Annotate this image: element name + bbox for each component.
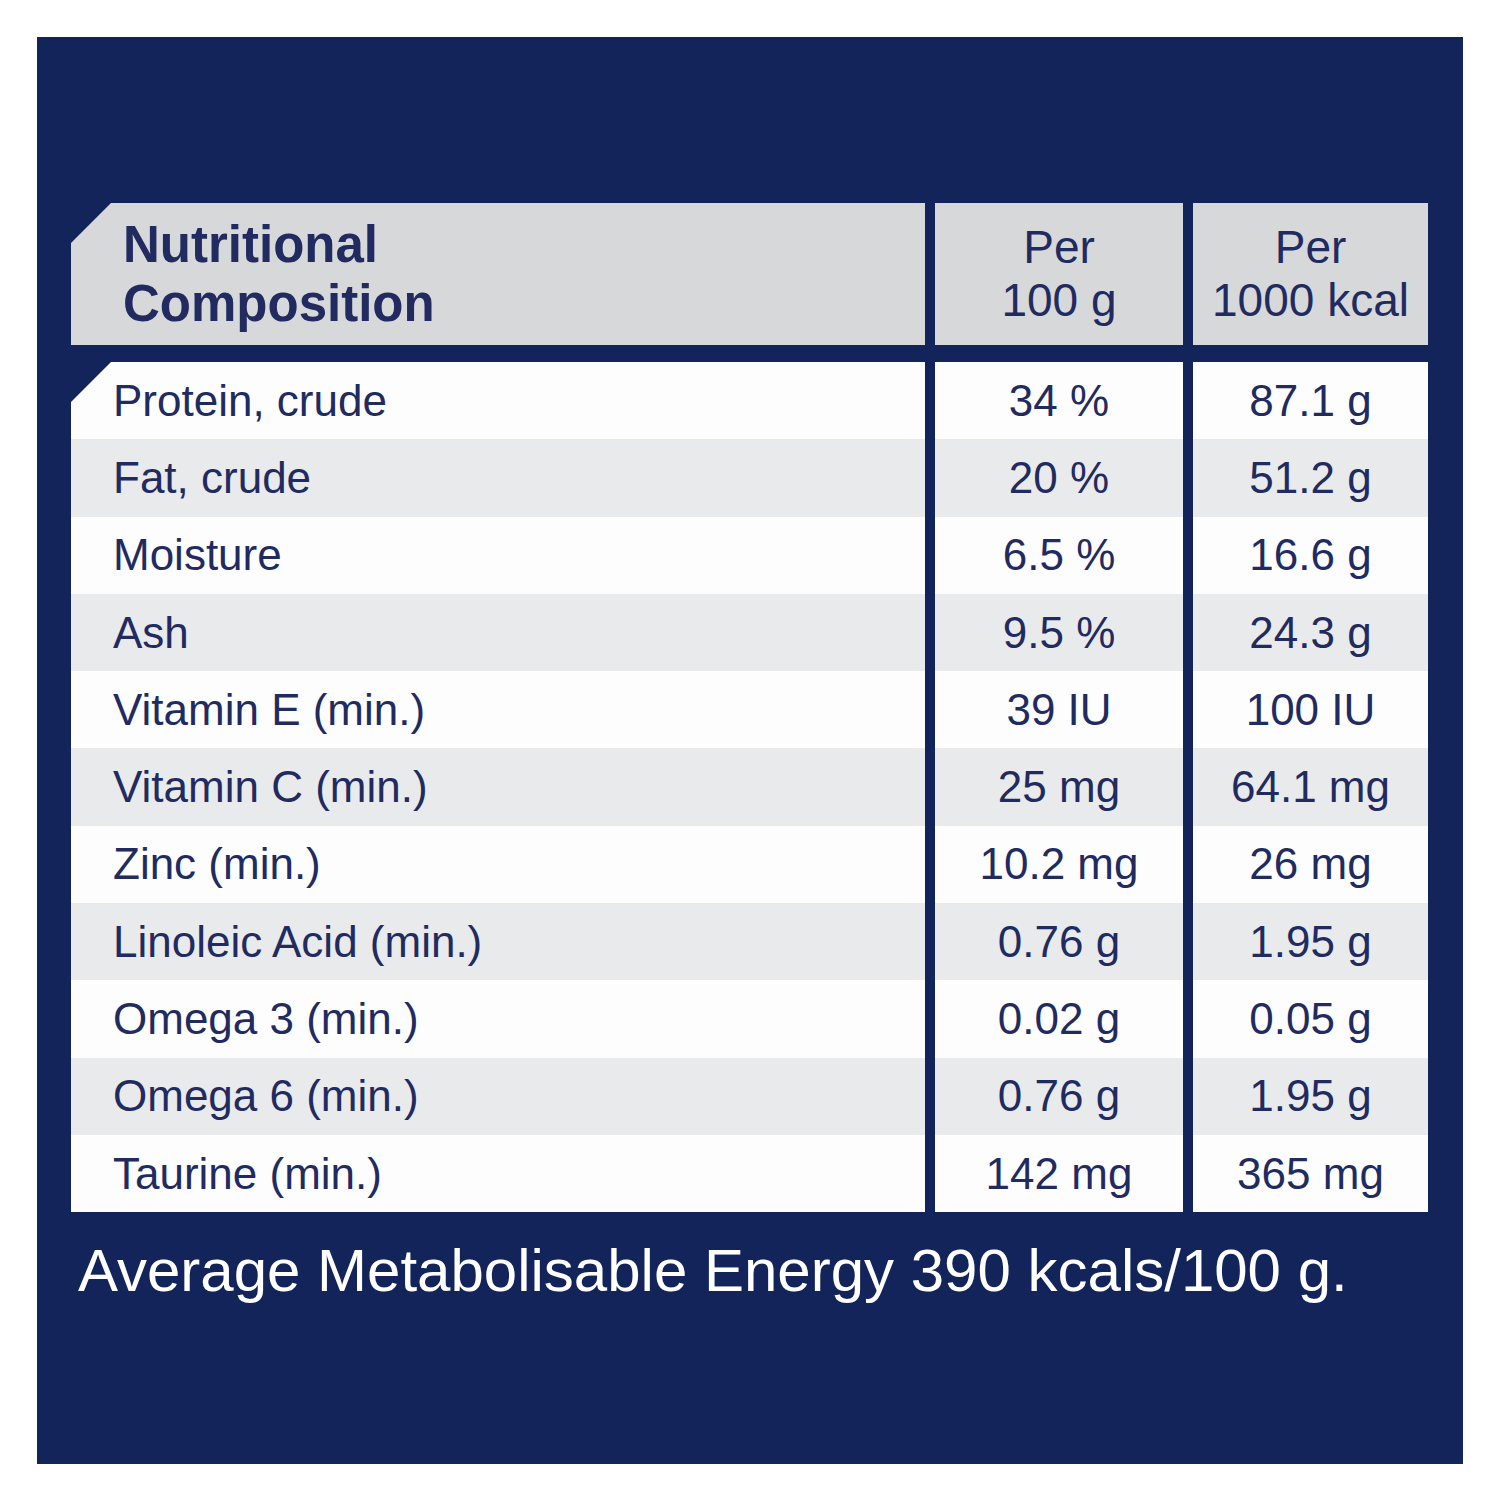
per-100g-value: 0.76 g: [935, 903, 1183, 980]
table-header: Nutritional Composition Per 100 g Per 10…: [71, 203, 1428, 345]
nutrient-label: Vitamin E (min.): [71, 671, 925, 748]
per-100g-value: 34 %: [935, 362, 1183, 439]
column-divider: [1183, 1058, 1193, 1135]
table-row: Moisture 6.5 % 16.6 g: [71, 517, 1428, 594]
table-row: Linoleic Acid (min.) 0.76 g 1.95 g: [71, 903, 1428, 980]
table-row: Vitamin E (min.) 39 IU 100 IU: [71, 671, 1428, 748]
per-1000kcal-value: 100 IU: [1193, 671, 1428, 748]
header-per-1000kcal: Per 1000 kcal: [1193, 203, 1428, 345]
nutrition-label-panel: Nutritional Composition Per 100 g Per 10…: [37, 37, 1463, 1464]
per-1000kcal-value: 87.1 g: [1193, 362, 1428, 439]
table-row: Vitamin C (min.) 25 mg 64.1 mg: [71, 748, 1428, 825]
column-divider: [1183, 439, 1193, 516]
per-1000kcal-value: 365 mg: [1193, 1135, 1428, 1212]
header-per-1000kcal-line2: 1000 kcal: [1193, 274, 1428, 327]
nutrient-label: Zinc (min.): [71, 826, 925, 903]
table-body: Protein, crude 34 % 87.1 g Fat, crude 20…: [71, 362, 1428, 1212]
table-row: Zinc (min.) 10.2 mg 26 mg: [71, 826, 1428, 903]
column-divider: [925, 203, 935, 345]
column-divider: [925, 1135, 935, 1212]
nutrient-label: Protein, crude: [71, 362, 925, 439]
nutrient-label: Moisture: [71, 517, 925, 594]
nutrient-label: Fat, crude: [71, 439, 925, 516]
column-divider: [1183, 362, 1193, 439]
column-divider: [925, 594, 935, 671]
table-row: Omega 6 (min.) 0.76 g 1.95 g: [71, 1058, 1428, 1135]
column-divider: [925, 1058, 935, 1135]
per-100g-value: 142 mg: [935, 1135, 1183, 1212]
header-per-100g-line2: 100 g: [935, 274, 1183, 327]
per-1000kcal-value: 1.95 g: [1193, 903, 1428, 980]
per-1000kcal-value: 64.1 mg: [1193, 748, 1428, 825]
table-row: Fat, crude 20 % 51.2 g: [71, 439, 1428, 516]
column-divider: [1183, 980, 1193, 1057]
nutrient-label: Omega 6 (min.): [71, 1058, 925, 1135]
nutritional-composition-table: Nutritional Composition Per 100 g Per 10…: [71, 203, 1428, 1212]
column-divider: [1183, 671, 1193, 748]
per-100g-value: 25 mg: [935, 748, 1183, 825]
column-divider: [925, 980, 935, 1057]
per-100g-value: 10.2 mg: [935, 826, 1183, 903]
per-100g-value: 9.5 %: [935, 594, 1183, 671]
column-divider: [1183, 826, 1193, 903]
per-1000kcal-value: 16.6 g: [1193, 517, 1428, 594]
table-row: Taurine (min.) 142 mg 365 mg: [71, 1135, 1428, 1212]
column-divider: [925, 826, 935, 903]
nutrient-label: Taurine (min.): [71, 1135, 925, 1212]
per-1000kcal-value: 51.2 g: [1193, 439, 1428, 516]
column-divider: [925, 671, 935, 748]
table-row: Omega 3 (min.) 0.02 g 0.05 g: [71, 980, 1428, 1057]
nutrient-label: Vitamin C (min.): [71, 748, 925, 825]
per-1000kcal-value: 0.05 g: [1193, 980, 1428, 1057]
column-divider: [1183, 903, 1193, 980]
header-per-100g-line1: Per: [935, 221, 1183, 274]
column-divider: [1183, 748, 1193, 825]
header-title-line2: Composition: [123, 274, 925, 333]
nutrient-label: Ash: [71, 594, 925, 671]
per-1000kcal-value: 26 mg: [1193, 826, 1428, 903]
per-100g-value: 39 IU: [935, 671, 1183, 748]
nutrient-label: Linoleic Acid (min.): [71, 903, 925, 980]
header-per-1000kcal-line1: Per: [1193, 221, 1428, 274]
header-title-line1: Nutritional: [123, 215, 925, 274]
table-row: Protein, crude 34 % 87.1 g: [71, 362, 1428, 439]
metabolisable-energy-note: Average Metabolisable Energy 390 kcals/1…: [78, 1241, 1428, 1301]
per-100g-value: 6.5 %: [935, 517, 1183, 594]
per-1000kcal-value: 24.3 g: [1193, 594, 1428, 671]
column-divider: [925, 903, 935, 980]
column-divider: [1183, 1135, 1193, 1212]
header-per-100g: Per 100 g: [935, 203, 1183, 345]
per-100g-value: 20 %: [935, 439, 1183, 516]
per-100g-value: 0.02 g: [935, 980, 1183, 1057]
column-divider: [925, 517, 935, 594]
per-1000kcal-value: 1.95 g: [1193, 1058, 1428, 1135]
table-row: Ash 9.5 % 24.3 g: [71, 594, 1428, 671]
column-divider: [925, 748, 935, 825]
header-nutritional-composition: Nutritional Composition: [71, 203, 925, 345]
column-divider: [1183, 594, 1193, 671]
per-100g-value: 0.76 g: [935, 1058, 1183, 1135]
column-divider: [1183, 203, 1193, 345]
column-divider: [925, 439, 935, 516]
column-divider: [1183, 517, 1193, 594]
column-divider: [925, 362, 935, 439]
nutrient-label: Omega 3 (min.): [71, 980, 925, 1057]
